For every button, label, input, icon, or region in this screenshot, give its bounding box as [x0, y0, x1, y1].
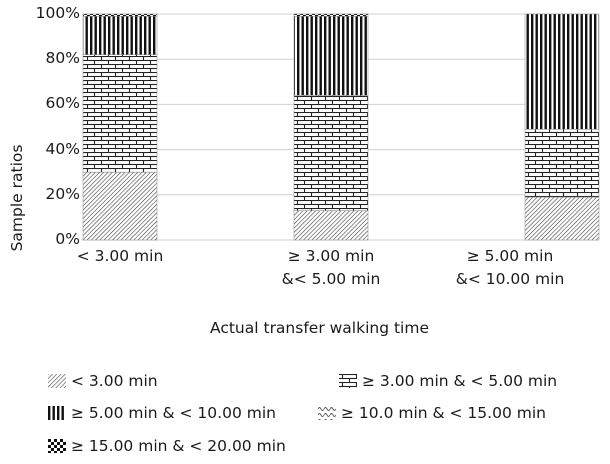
brick-swatch-icon	[339, 374, 357, 388]
x-category-label: < 3.00 min	[20, 245, 220, 268]
vertical-swatch-icon	[48, 406, 66, 420]
bar-segment	[293, 13, 369, 17]
bar-segment	[82, 171, 158, 241]
legend-label: ≥ 3.00 min & < 5.00 min	[362, 372, 558, 390]
bar-segment	[293, 95, 369, 211]
legend-label: < 3.00 min	[71, 372, 158, 390]
x-category-line: ≥ 5.00 min	[466, 247, 554, 265]
stacked-bar-chart	[82, 13, 600, 241]
legend-item: ≥ 15.00 min & < 20.00 min	[48, 437, 286, 455]
y-tick-label: 80%	[45, 49, 80, 68]
x-category-line: &< 10.00 min	[455, 270, 565, 288]
y-tick-label: 20%	[45, 184, 80, 203]
bar-segment	[524, 196, 600, 241]
legend-label: ≥ 10.0 min & < 15.00 min	[341, 404, 546, 422]
bars	[82, 13, 600, 241]
y-axis-title: Sample ratios	[8, 126, 26, 252]
x-category-line: < 3.00 min	[76, 247, 164, 265]
x-category-line: ≥ 3.00 min	[287, 247, 375, 265]
y-tick-label: 60%	[45, 94, 80, 113]
bar-segment	[293, 16, 369, 96]
wave-swatch-icon	[318, 406, 336, 420]
x-axis-title-text: Actual transfer walking time	[210, 319, 429, 337]
checker-swatch-icon	[48, 439, 66, 453]
bar-segment	[524, 129, 600, 198]
y-axis-title-text: Sample ratios	[8, 144, 26, 252]
y-tick-label: 40%	[45, 139, 80, 158]
bar-segment	[82, 16, 158, 55]
bar-segment	[82, 54, 158, 173]
diag-dense-swatch-icon	[48, 374, 66, 388]
legend-label: ≥ 15.00 min & < 20.00 min	[71, 437, 286, 455]
bar-segment	[293, 210, 369, 241]
legend-item: ≥ 10.0 min & < 15.00 min	[318, 404, 546, 422]
bar-segment	[524, 13, 600, 130]
x-category-line: &< 5.00 min	[281, 270, 381, 288]
y-tick-label: 100%	[35, 4, 80, 22]
legend-item: ≥ 5.00 min & < 10.00 min	[48, 404, 276, 422]
legend-item: < 3.00 min	[48, 372, 158, 390]
x-category-label: ≥ 3.00 min &< 5.00 min	[231, 245, 431, 291]
legend-item: ≥ 3.00 min & < 5.00 min	[339, 372, 557, 390]
y-tick-label: 0%	[55, 230, 80, 248]
bar-segment	[82, 13, 158, 17]
legend-label: ≥ 5.00 min & < 10.00 min	[71, 404, 276, 422]
x-category-label: ≥ 5.00 min &< 10.00 min	[410, 245, 610, 291]
